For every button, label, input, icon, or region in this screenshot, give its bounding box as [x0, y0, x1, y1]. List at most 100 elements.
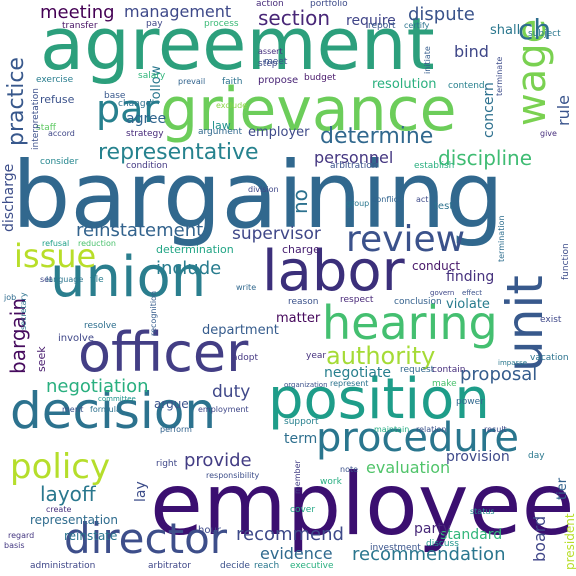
word-exist: exist — [540, 315, 562, 325]
word-officer: officer — [78, 321, 249, 384]
word-section: section — [258, 6, 331, 30]
word-involve: involve — [58, 333, 95, 344]
word-cover: cover — [290, 505, 316, 515]
word-day: day — [528, 451, 545, 461]
word-perform: perform — [160, 425, 192, 434]
word-management: management — [124, 2, 232, 21]
word-change: change — [118, 99, 152, 109]
word-terminate: terminate — [495, 56, 504, 96]
word-include: include — [156, 258, 222, 279]
word-support: support — [284, 417, 319, 427]
word-issue: issue — [14, 237, 97, 275]
word-interpretation: interpretation — [31, 87, 41, 150]
word-charge: charge — [282, 243, 320, 256]
word-staff: staff — [36, 123, 56, 133]
word-assert: assert — [258, 47, 283, 56]
word-recommendation: recommendation — [352, 544, 506, 565]
word-contain: contain — [432, 365, 466, 375]
word-result: result — [484, 425, 507, 434]
word-member: member — [293, 460, 302, 494]
word-dispute: dispute — [408, 4, 475, 25]
word-representation: representation — [30, 513, 119, 527]
word-resolution: resolution — [372, 77, 437, 92]
word-function: function — [561, 243, 571, 280]
word-recommend: recommend — [236, 524, 344, 545]
word-termination: termination — [497, 215, 506, 262]
word-committee: committee — [98, 395, 136, 403]
word-represent: represent — [330, 379, 369, 388]
word-hearing: hearing — [322, 296, 498, 350]
word-give: give — [540, 129, 557, 138]
word-propose: propose — [258, 75, 299, 86]
word-resolve: resolve — [84, 321, 117, 331]
word-group: group — [346, 199, 370, 208]
word-respect: respect — [340, 295, 374, 305]
word-arbitrator: arbitrator — [148, 561, 191, 571]
word-ch: ch — [518, 13, 552, 46]
word-merit: merit — [62, 405, 84, 414]
word-write: write — [236, 283, 257, 292]
word-effect: effect — [462, 289, 483, 297]
word-provision: provision — [446, 449, 510, 465]
word-budget: budget — [304, 73, 336, 83]
word-director: director — [64, 514, 228, 563]
word-evaluation: evaluation — [366, 458, 451, 477]
word-status: status — [470, 507, 495, 516]
word-faith: faith — [222, 77, 243, 87]
word-evidence: evidence — [260, 544, 333, 563]
word-duty: duty — [212, 382, 251, 402]
word-meeting: meeting — [40, 2, 115, 23]
word-violate: violate — [446, 297, 490, 312]
word-recognition: recognition — [149, 290, 158, 336]
word-standard: standard — [440, 527, 503, 543]
word-argument: argument — [198, 127, 243, 137]
word-make: make — [432, 379, 457, 389]
word-create: create — [46, 505, 72, 514]
word-par: par — [96, 87, 160, 131]
word-establish: establish — [414, 161, 455, 171]
word-work: work — [320, 477, 342, 487]
word-prevail: prevail — [178, 77, 206, 86]
word-grievance: grievance — [160, 75, 457, 145]
word-hour: hour — [198, 525, 221, 536]
word-set: set — [40, 275, 53, 284]
word-board: board — [530, 515, 549, 562]
word-party: party — [414, 521, 451, 537]
word-decision: decision — [10, 382, 217, 440]
word-review: review — [346, 219, 466, 260]
word-conduct: conduct — [412, 259, 461, 273]
word-no: no — [288, 189, 312, 214]
word-report: report — [368, 21, 396, 31]
word-exercise: exercise — [36, 75, 74, 85]
word-supervisor: supervisor — [232, 224, 321, 244]
word-organization: organization — [284, 381, 328, 389]
word-meet: meet — [264, 57, 288, 67]
word-administration: administration — [30, 561, 96, 571]
word-layoff: layoff — [40, 482, 96, 506]
word-exclude: exclude — [216, 101, 248, 110]
word-formula: formula — [90, 405, 121, 414]
word-practice: practice — [4, 57, 29, 146]
word-action: action — [256, 0, 284, 9]
word-salary: salary — [138, 71, 166, 81]
word-power: power — [456, 397, 484, 407]
word-term: term — [284, 431, 318, 447]
word-seek: seek — [35, 346, 48, 372]
word-step: step — [258, 59, 278, 69]
word-lay: lay — [133, 481, 149, 502]
word-arbitration: arbitration — [330, 161, 378, 171]
word-employee: employee — [150, 455, 575, 555]
word-employer: employer — [248, 125, 310, 140]
word-tier: tier — [555, 477, 570, 500]
word-rule: rule — [554, 94, 573, 126]
word-transfer: transfer — [62, 21, 98, 31]
word-impasse: impasse — [498, 359, 528, 367]
word-matter: matter — [276, 311, 321, 326]
word-note: note — [340, 465, 359, 474]
word-discipline: discipline — [438, 146, 533, 170]
word-process: process — [204, 19, 239, 29]
word-require: require — [346, 13, 396, 29]
word-conflict: conflict — [372, 195, 402, 204]
word-authority: authority — [326, 342, 436, 370]
word-language: language — [46, 275, 84, 284]
